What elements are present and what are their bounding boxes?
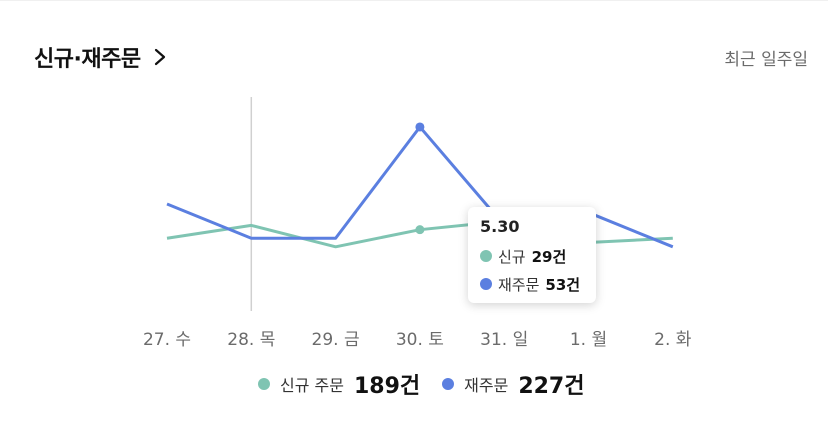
tooltip-new-value: 29건 xyxy=(531,247,567,266)
legend-item-new[interactable]: 신규 주문 189건 xyxy=(258,368,420,400)
new-series-dot-icon xyxy=(480,250,492,262)
legend-item-reorder[interactable]: 재주문 227건 xyxy=(442,368,584,400)
active-point-new xyxy=(415,225,425,235)
chevron-right-icon xyxy=(154,48,165,66)
card-title: 신규·재주문 xyxy=(34,47,141,72)
x-tick-label: 29. 금 xyxy=(312,330,360,350)
legend-new-label: 신규 주문 xyxy=(280,376,344,395)
x-tick-label: 2. 화 xyxy=(654,330,692,350)
tooltip-reorder-label: 재주문 xyxy=(498,275,540,294)
tooltip-reorder-value: 53건 xyxy=(545,275,581,294)
legend-reorder-label: 재주문 xyxy=(464,376,509,395)
period-label: 최근 일주일 xyxy=(724,50,808,70)
chart-tooltip: 5.30 신규 29건 재주문 53건 xyxy=(468,207,596,303)
x-tick-label: 30. 토 xyxy=(396,330,444,350)
tooltip-row-reorder: 재주문 53건 xyxy=(480,270,584,298)
legend-new-value: 189건 xyxy=(353,374,421,399)
chart-legend: 신규 주문 189건 재주문 227건 xyxy=(258,368,584,400)
reorder-series-dot-icon xyxy=(480,278,492,290)
tooltip-row-new: 신규 29건 xyxy=(480,242,584,270)
card-header-link[interactable]: 신규·재주문 xyxy=(34,41,169,73)
line-chart[interactable]: 27. 수 28. 목 29. 금 30. 토 31. 일 1. 월 2. 화 xyxy=(0,1,828,361)
active-point-reorder xyxy=(415,122,425,132)
legend-reorder-value: 227건 xyxy=(518,374,585,399)
x-tick-label: 28. 목 xyxy=(227,330,275,350)
reorder-series-dot-icon xyxy=(442,378,455,390)
tooltip-date: 5.30 xyxy=(480,217,520,236)
tooltip-new-label: 신규 xyxy=(498,247,526,266)
new-series-dot-icon xyxy=(258,378,270,390)
x-tick-label: 1. 월 xyxy=(570,330,607,350)
x-tick-label: 31. 일 xyxy=(480,330,528,350)
x-tick-label: 27. 수 xyxy=(143,330,191,350)
